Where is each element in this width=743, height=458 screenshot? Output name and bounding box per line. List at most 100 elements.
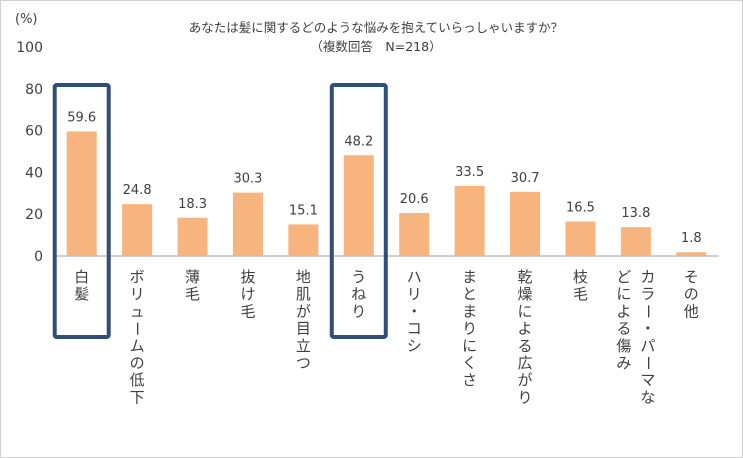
bar	[620, 227, 651, 256]
category-label-char: に	[616, 285, 631, 303]
bar	[565, 221, 596, 256]
bar	[288, 224, 319, 256]
highlight-box	[52, 83, 111, 339]
category-label-char: よ	[518, 320, 533, 338]
y-tick-label: 0	[34, 249, 43, 265]
category-label-char: さ	[462, 371, 477, 389]
category-label-char: 肌	[296, 285, 311, 303]
category-label-char: く	[462, 354, 477, 372]
category-label-char: つ	[296, 354, 311, 372]
value-labels-group: 59.6 24.8 18.3 30.3 15.1 48.2 20.6 33.5 30.7 16.5…	[67, 110, 701, 246]
category-label-char: ボ	[130, 268, 145, 286]
bar-value-label: 13.8	[621, 206, 650, 221]
category-label-char: ど	[616, 268, 631, 286]
bars-group	[66, 131, 707, 256]
category-label-char: 下	[130, 388, 145, 406]
bar-value-label: 16.5	[566, 201, 595, 216]
category-label-char: 低	[130, 371, 145, 389]
category-label-char: が	[518, 371, 533, 389]
category-label-char: 他	[684, 302, 699, 320]
category-label-char: る	[518, 337, 533, 355]
highlight-box	[329, 83, 388, 339]
bar	[122, 204, 153, 256]
category-label-char: マ	[640, 371, 655, 389]
category-label-char: 毛	[185, 285, 200, 303]
bar	[454, 185, 485, 256]
bar-value-label: 18.3	[178, 197, 207, 212]
bar-value-label: 15.1	[289, 203, 318, 218]
category-label-char: リ	[130, 285, 145, 303]
category-label-char: 地	[296, 268, 311, 286]
category-label-char: の	[684, 285, 699, 303]
bar	[343, 155, 374, 256]
highlight-boxes-group	[52, 83, 388, 339]
category-label-char: ー	[128, 321, 146, 336]
category-label-char: ム	[130, 337, 145, 355]
category-label-char: 抜	[240, 268, 255, 286]
category-label-char: シ	[407, 337, 422, 355]
category-label-char: コ	[407, 320, 422, 338]
category-label-char: 傷	[616, 337, 631, 355]
category-label-char: ・	[640, 320, 655, 338]
category-label-char: ー	[639, 304, 657, 319]
bar-value-label: 1.8	[681, 231, 702, 246]
y-tick-label: 100	[16, 40, 43, 56]
bar	[232, 192, 263, 256]
category-label-char: り	[351, 302, 366, 320]
y-tick-label: 40	[25, 165, 43, 181]
category-label-char: 毛	[573, 285, 588, 303]
category-label-char: の	[130, 354, 145, 372]
category-label-char: リ	[407, 285, 422, 303]
category-label-char: 広	[518, 354, 533, 372]
category-label-char: 枝	[573, 268, 588, 286]
category-label-char: ・	[407, 302, 422, 320]
category-label-char: ま	[462, 268, 477, 286]
bar-value-label: 20.6	[400, 192, 429, 207]
category-label-char: パ	[640, 337, 655, 355]
category-label-char: け	[240, 285, 255, 303]
category-label-char: 燥	[518, 285, 533, 303]
category-label-char: そ	[684, 268, 699, 286]
chart-title: あなたは髪に関するどのような悩みを抱えていらっしゃいますか？	[189, 20, 563, 35]
category-label-char: る	[616, 320, 631, 338]
y-tick-label: 80	[25, 82, 43, 98]
bar-value-label: 59.6	[67, 110, 96, 125]
category-label-char: 乾	[518, 268, 533, 286]
category-label-char: う	[351, 268, 366, 286]
bar	[177, 217, 208, 256]
category-label-char: と	[462, 285, 477, 303]
category-label-char: ハ	[407, 268, 422, 286]
bar	[510, 191, 541, 256]
y-axis: 0 20 40 60 80 100	[16, 40, 43, 265]
bar-value-label: 48.2	[344, 134, 373, 149]
chart-subtitle: （複数回答 N=218）	[310, 39, 441, 54]
category-label-char: 白	[74, 268, 89, 286]
bar	[676, 252, 707, 256]
category-label-char: な	[640, 388, 655, 406]
bar-value-label: 33.5	[455, 165, 484, 180]
bar-value-label: 30.3	[233, 172, 262, 187]
category-label-char: み	[616, 354, 631, 372]
bar-value-label: 30.7	[511, 171, 540, 186]
category-label-char: ー	[639, 355, 657, 370]
category-label-char: り	[518, 388, 533, 406]
category-label-char: 立	[296, 337, 311, 355]
category-labels-group: 白髪ボリュームの低下薄毛抜け毛地肌が目立つうねりハリ・コシまとまりにくさ乾燥によ…	[74, 268, 699, 406]
bar	[66, 131, 97, 256]
category-label-char: 薄	[185, 268, 200, 286]
category-label-char: に	[462, 337, 477, 355]
category-label-char: ま	[462, 302, 477, 320]
bar	[399, 212, 430, 256]
category-label-char: が	[296, 302, 311, 320]
category-label-char: ュ	[130, 302, 145, 320]
y-tick-label: 20	[25, 207, 43, 223]
category-label-char: カ	[640, 268, 655, 286]
bar-value-label: 24.8	[123, 183, 152, 198]
category-label-char: ラ	[640, 285, 655, 303]
category-label-char: 髪	[74, 285, 89, 303]
category-label-char: ね	[351, 285, 366, 303]
category-label-char: に	[518, 302, 533, 320]
category-label-char: よ	[616, 302, 631, 320]
